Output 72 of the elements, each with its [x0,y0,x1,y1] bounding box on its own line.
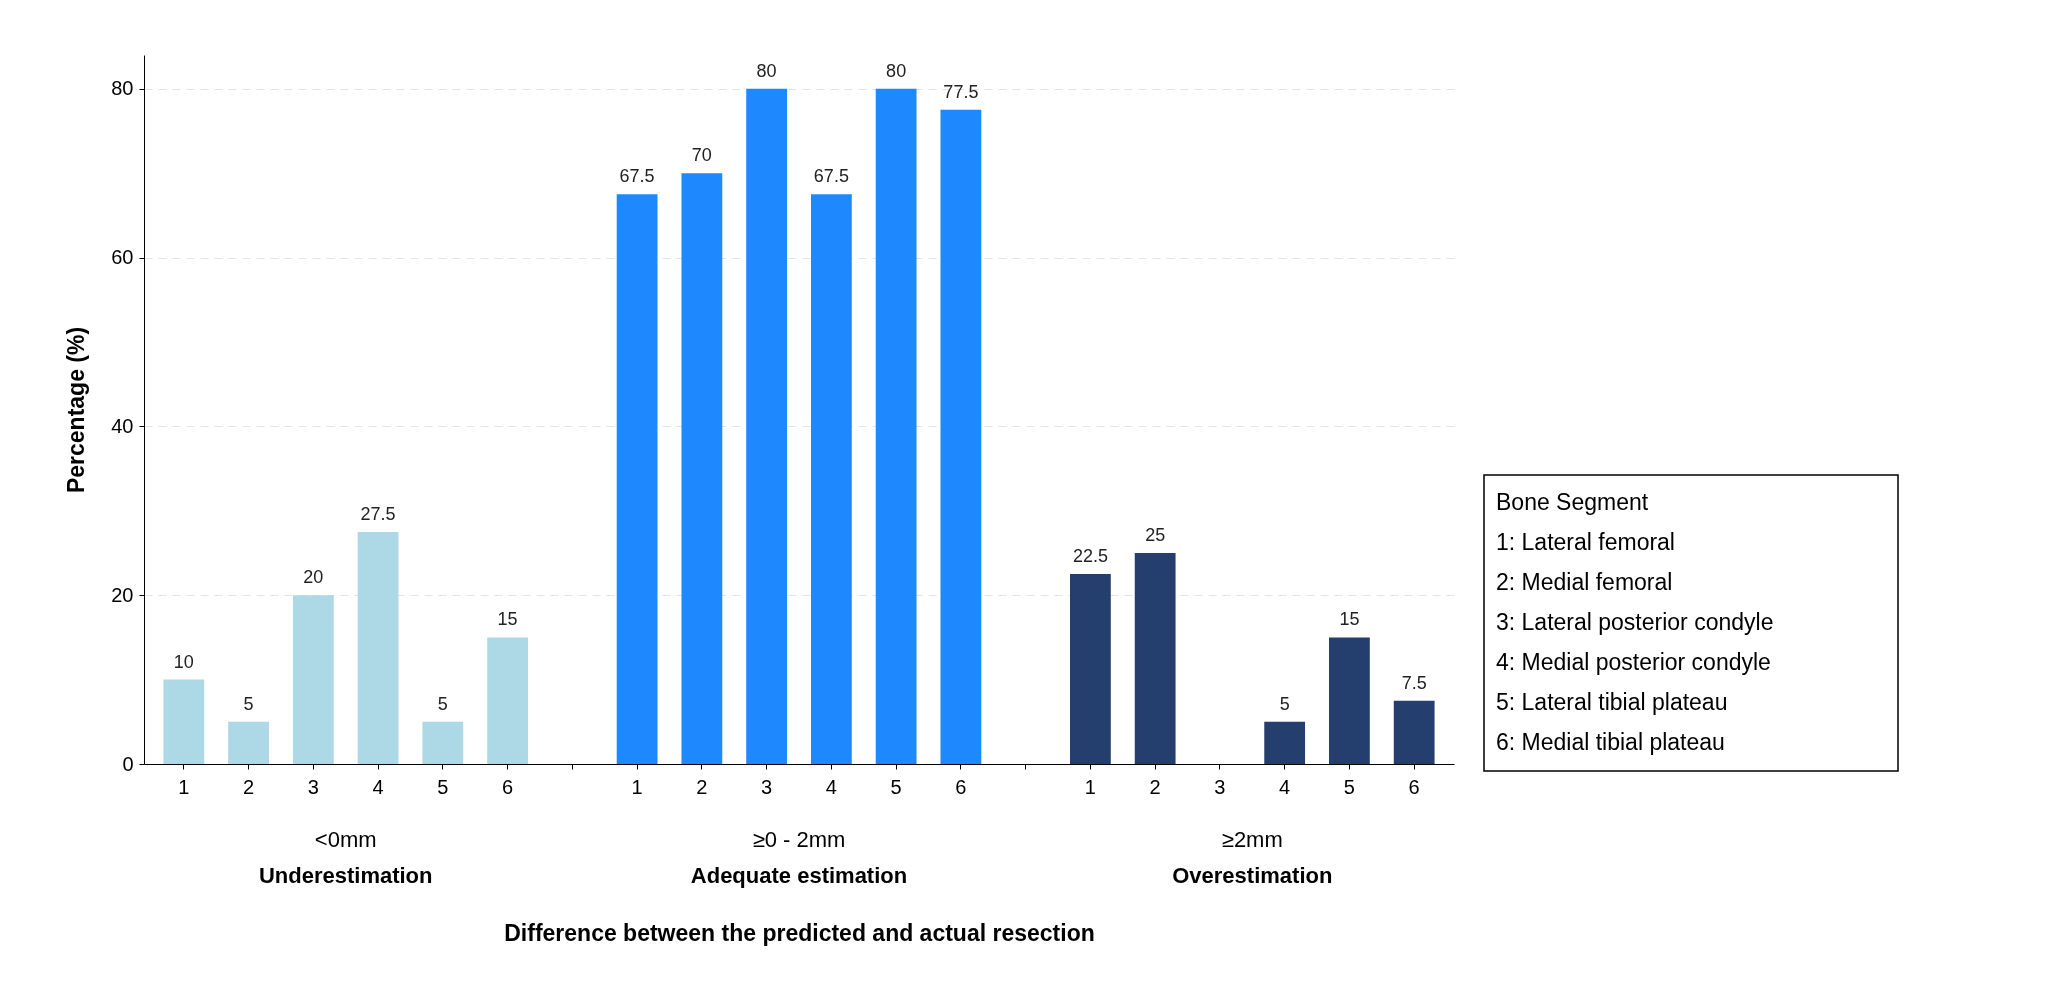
x-tick-label: 2 [696,775,708,798]
text: Overestimation [1172,863,1333,888]
text: Bone Segment [1496,489,1649,515]
data-label: 25 [1145,524,1166,545]
data-label: 70 [691,145,712,166]
data-label: 15 [497,609,518,630]
x-tick-label: 2 [1149,775,1161,798]
data-label: 77.5 [943,81,979,102]
x-tick-label: 5 [437,775,449,798]
data-label: 5 [243,693,254,714]
data-label: 22.5 [1072,546,1108,567]
y-axis-title: Percentage (%) [63,326,90,494]
text: <0mm [314,827,377,852]
data-label: 80 [756,60,777,81]
data-label: 67.5 [813,166,849,187]
x-tick-label: 5 [890,775,902,798]
x-tick-label: 3 [307,775,319,798]
y-tick-label: 60 [111,246,134,269]
x-tick-label: 4 [372,775,384,798]
bar [746,88,788,764]
x-tick-label: 3 [761,775,773,798]
data-label: 20 [303,567,324,588]
y-tick-label: 20 [111,583,134,606]
data-label: 10 [173,651,194,672]
x-tick-label: 4 [1279,775,1291,798]
x-tick-label: 5 [1343,775,1355,798]
y-tick-label: 0 [122,752,134,775]
text: 5: Lateral tibial plateau [1496,689,1728,715]
text: 3: Lateral posterior condyle [1496,609,1774,635]
x-tick-label: 2 [243,775,255,798]
data-label: 5 [437,693,448,714]
x-tick-label: 6 [502,775,514,798]
bar [1134,552,1176,764]
text: ≥2mm [1221,827,1283,852]
bar [1329,637,1370,764]
data-label: 27.5 [360,503,396,524]
bar [163,679,205,764]
bar [1393,700,1435,764]
x-tick-label: 4 [825,775,837,798]
y-tick-label: 40 [111,414,134,437]
data-label: 80 [886,60,907,81]
data-label: 15 [1339,609,1360,630]
data-label: 7.5 [1401,672,1427,693]
bar [681,173,723,764]
bar [422,721,464,764]
data-label: 5 [1279,693,1290,714]
bar [875,88,917,764]
x-tick-label: 6 [1408,775,1420,798]
y-tick-label: 80 [111,77,134,100]
x-tick-label: 3 [1214,775,1226,798]
bar [292,595,334,764]
bar [487,637,528,764]
text: 2: Medial femoral [1496,569,1673,595]
bar [616,194,658,764]
x-tick-label: 1 [178,775,190,798]
bar [940,109,982,764]
x-axis-title: Difference between the predicted and actual resection [504,919,1095,946]
text: ≥0 - 2mm [752,827,846,852]
x-tick-label: 6 [955,775,967,798]
text: Adequate estimation [690,863,908,888]
text: Underestimation [258,863,433,888]
bar [1070,574,1111,764]
bar [810,194,852,764]
data-label: 67.5 [619,166,655,187]
bar [1264,721,1306,764]
x-tick-label: 1 [631,775,643,798]
text: 4: Medial posterior condyle [1496,649,1771,675]
bar [228,721,269,764]
bar [357,531,399,764]
text: 1: Lateral femoral [1496,529,1675,555]
x-tick-label: 1 [1084,775,1096,798]
text: 6: Medial tibial plateau [1496,729,1725,755]
